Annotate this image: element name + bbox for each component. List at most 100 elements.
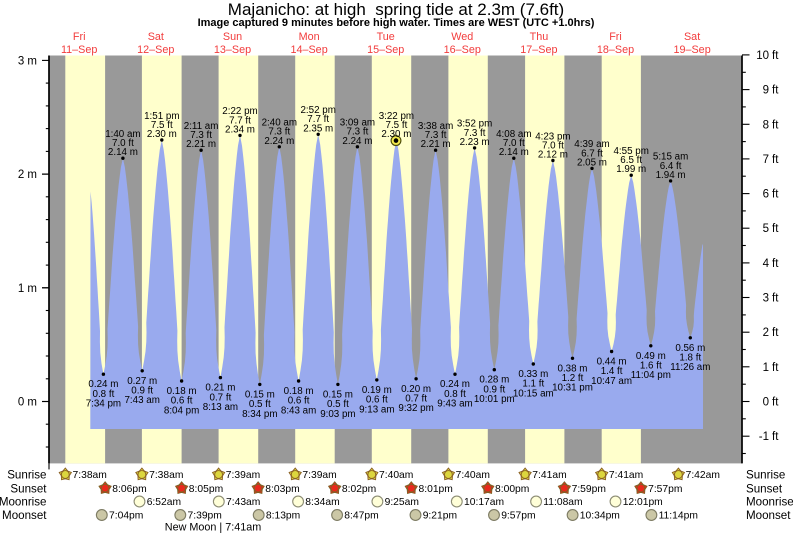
svg-text:12:01pm: 12:01pm (623, 497, 663, 508)
svg-text:7.7 ft: 7.7 ft (307, 114, 329, 125)
svg-text:1.1 ft: 1.1 ft (522, 379, 544, 390)
svg-text:7.3 ft: 7.3 ft (347, 127, 369, 138)
svg-text:1.4 ft: 1.4 ft (601, 366, 623, 377)
svg-text:11:14pm: 11:14pm (659, 511, 698, 522)
svg-text:8: 8 (763, 119, 769, 131)
svg-text:7:43am: 7:43am (226, 497, 260, 508)
svg-text:10:34pm: 10:34pm (580, 511, 620, 522)
svg-text:2:52 pm: 2:52 pm (300, 105, 335, 116)
svg-text:1:40 am: 1:40 am (105, 129, 140, 140)
svg-text:0.9 ft: 0.9 ft (131, 386, 153, 397)
svg-text:5:15 am: 5:15 am (653, 152, 688, 163)
svg-text:8:06pm: 8:06pm (112, 484, 146, 495)
svg-text:2:11 am: 2:11 am (184, 121, 219, 132)
svg-text:7:40am: 7:40am (379, 470, 413, 481)
svg-text:Sunrise: Sunrise (746, 469, 785, 482)
svg-text:10: 10 (756, 50, 769, 62)
svg-text:Tue: Tue (377, 31, 395, 43)
svg-text:6.4 ft: 6.4 ft (660, 161, 682, 172)
svg-text:Sunset: Sunset (746, 482, 783, 495)
svg-text:Majanicho: at high spring tid: Majanicho: at high spring tide at 2.3m (… (228, 0, 564, 19)
svg-text:2.34 m: 2.34 m (225, 124, 255, 135)
svg-text:7.5 ft: 7.5 ft (386, 120, 408, 131)
svg-text:9:32 pm: 9:32 pm (398, 403, 433, 414)
svg-text:7.0 ft: 7.0 ft (542, 140, 564, 151)
svg-text:14–Sep: 14–Sep (290, 44, 327, 56)
svg-text:1.2 ft: 1.2 ft (562, 373, 584, 384)
svg-text:2.30 m: 2.30 m (147, 129, 177, 140)
svg-text:8:03pm: 8:03pm (265, 484, 299, 495)
svg-text:Fri: Fri (609, 31, 622, 43)
svg-text:4:39 am: 4:39 am (574, 139, 609, 150)
svg-text:8:01pm: 8:01pm (419, 484, 453, 495)
svg-text:Sunrise: Sunrise (7, 469, 46, 482)
svg-text:8:05pm: 8:05pm (189, 484, 223, 495)
svg-text:7:41am: 7:41am (609, 470, 643, 481)
svg-text:2.24 m: 2.24 m (342, 136, 372, 147)
svg-text:7:57pm: 7:57pm (648, 484, 682, 495)
svg-text:16–Sep: 16–Sep (444, 44, 481, 56)
svg-text:11–Sep: 11–Sep (61, 44, 97, 56)
svg-text:1.6 ft: 1.6 ft (640, 361, 662, 372)
svg-text:7.3 ft: 7.3 ft (190, 130, 212, 141)
svg-text:Sat: Sat (684, 31, 700, 43)
svg-text:2.14 m: 2.14 m (108, 147, 138, 158)
svg-text:Wed: Wed (451, 31, 473, 43)
svg-text:11:26 am: 11:26 am (670, 362, 710, 373)
svg-text:8:04 pm: 8:04 pm (164, 405, 199, 416)
svg-text:2.21 m: 2.21 m (421, 139, 451, 150)
svg-text:3:22 pm: 3:22 pm (379, 111, 414, 122)
svg-text:1:51 pm: 1:51 pm (144, 111, 179, 122)
svg-text:15–Sep: 15–Sep (367, 44, 404, 56)
svg-text:7:38am: 7:38am (149, 470, 183, 481)
svg-text:0.7 ft: 0.7 ft (210, 392, 232, 403)
svg-text:7.3 ft: 7.3 ft (464, 128, 486, 139)
svg-text:0.6 ft: 0.6 ft (171, 396, 193, 407)
svg-text:6:52am: 6:52am (147, 497, 181, 508)
svg-text:9:13 am: 9:13 am (359, 404, 394, 415)
svg-text:6.5 ft: 6.5 ft (620, 155, 642, 166)
svg-text:8:02pm: 8:02pm (342, 484, 376, 495)
svg-text:2.14 m: 2.14 m (499, 147, 529, 158)
svg-text:6.7 ft: 6.7 ft (581, 148, 603, 159)
svg-text:18–Sep: 18–Sep (597, 44, 634, 56)
svg-text:0.15 m: 0.15 m (323, 389, 353, 400)
svg-text:7:39am: 7:39am (302, 470, 336, 481)
svg-text:7:41am: 7:41am (532, 470, 566, 481)
svg-text:8:00pm: 8:00pm (495, 484, 529, 495)
svg-text:10:17am: 10:17am (464, 497, 504, 508)
svg-text:-1: -1 (759, 431, 769, 443)
svg-text:2:40 am: 2:40 am (262, 118, 297, 129)
svg-text:Image captured 9 minutes befor: Image captured 9 minutes before high wat… (198, 17, 595, 29)
svg-text:1: 1 (763, 362, 769, 374)
svg-text:9:25am: 9:25am (385, 497, 419, 508)
svg-text:4:55 pm: 4:55 pm (613, 146, 648, 157)
svg-text:0.6 ft: 0.6 ft (366, 395, 388, 406)
svg-text:Fri: Fri (73, 31, 86, 43)
svg-text:7:39am: 7:39am (226, 470, 260, 481)
svg-text:2.05 m: 2.05 m (577, 157, 607, 168)
svg-text:3:09 am: 3:09 am (340, 118, 375, 129)
svg-text:0.19 m: 0.19 m (362, 385, 392, 396)
svg-text:0.20 m: 0.20 m (401, 384, 431, 395)
svg-text:Moonrise: Moonrise (0, 496, 47, 509)
svg-text:0.56 m: 0.56 m (675, 343, 705, 354)
svg-text:7:42am: 7:42am (686, 470, 720, 481)
svg-text:11:08am: 11:08am (543, 497, 582, 508)
svg-text:7.0 ft: 7.0 ft (112, 138, 134, 149)
svg-text:10:01 pm: 10:01 pm (474, 394, 515, 405)
svg-text:7.0 ft: 7.0 ft (503, 138, 525, 149)
svg-text:Moonrise: Moonrise (746, 496, 793, 509)
svg-text:0.5 ft: 0.5 ft (249, 399, 271, 410)
svg-text:0.18 m: 0.18 m (167, 386, 197, 397)
svg-text:Thu: Thu (530, 31, 549, 43)
svg-text:ft: ft (772, 50, 779, 62)
svg-text:9:21pm: 9:21pm (423, 511, 457, 522)
svg-text:13–Sep: 13–Sep (214, 44, 251, 56)
svg-text:ft: ft (772, 119, 779, 131)
svg-text:9:57pm: 9:57pm (501, 511, 535, 522)
svg-text:1 m: 1 m (18, 283, 37, 295)
svg-text:8:34am: 8:34am (305, 497, 339, 508)
svg-text:0.44 m: 0.44 m (597, 357, 627, 368)
svg-text:1.99 m: 1.99 m (616, 164, 646, 175)
